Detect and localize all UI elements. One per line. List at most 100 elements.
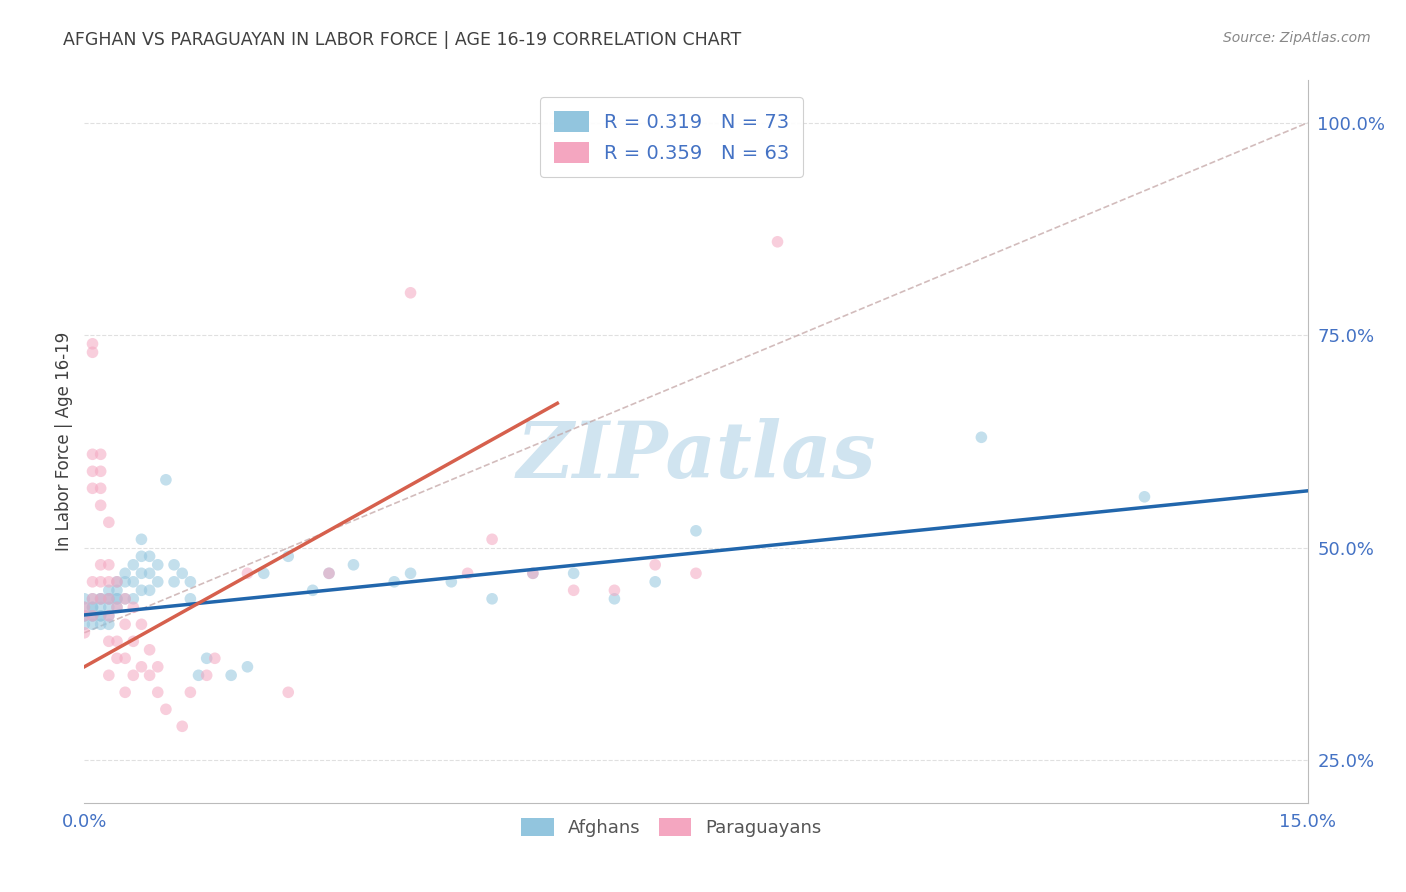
Point: [90, 591, 112, 606]
Point: [131, 533, 153, 547]
Point: [382, 574, 405, 589]
Point: [90, 558, 112, 572]
Point: [97, 668, 120, 682]
Point: [73, 608, 96, 623]
Point: [90, 447, 112, 461]
Point: [82, 574, 104, 589]
Point: [97, 600, 120, 615]
Point: [253, 566, 276, 581]
Point: [105, 574, 128, 589]
Point: [82, 591, 104, 606]
Point: [481, 533, 503, 547]
Point: [82, 345, 104, 359]
Point: [399, 285, 422, 300]
Point: [122, 668, 145, 682]
Point: [105, 600, 128, 615]
Point: [163, 558, 186, 572]
Point: [122, 558, 145, 572]
Point: [82, 464, 104, 478]
Point: [342, 558, 364, 572]
Point: [73, 617, 96, 632]
Point: [146, 574, 169, 589]
Point: [73, 625, 96, 640]
Point: [562, 566, 585, 581]
Point: [97, 574, 120, 589]
Point: [131, 660, 153, 674]
Point: [114, 617, 136, 632]
Point: [131, 566, 153, 581]
Point: [204, 651, 226, 665]
Point: [277, 685, 299, 699]
Point: [73, 600, 96, 615]
Point: [97, 583, 120, 598]
Point: [131, 617, 153, 632]
Point: [73, 600, 96, 615]
Point: [195, 651, 218, 665]
Point: [179, 685, 201, 699]
Point: [105, 583, 128, 598]
Point: [97, 608, 120, 623]
Point: [90, 617, 112, 632]
Point: [562, 583, 585, 598]
Point: [90, 608, 112, 623]
Point: [146, 558, 169, 572]
Point: [82, 608, 104, 623]
Point: [155, 473, 177, 487]
Point: [138, 583, 160, 598]
Legend: Afghans, Paraguayans: Afghans, Paraguayans: [513, 811, 830, 845]
Point: [82, 608, 104, 623]
Point: [146, 685, 169, 699]
Point: [114, 591, 136, 606]
Point: [90, 464, 112, 478]
Point: [97, 591, 120, 606]
Point: [105, 634, 128, 648]
Point: [195, 668, 218, 682]
Point: [146, 660, 169, 674]
Point: [481, 591, 503, 606]
Point: [138, 549, 160, 564]
Point: [114, 574, 136, 589]
Point: [603, 583, 626, 598]
Point: [970, 430, 993, 444]
Point: [90, 608, 112, 623]
Point: [82, 591, 104, 606]
Point: [603, 591, 626, 606]
Point: [179, 591, 201, 606]
Point: [163, 574, 186, 589]
Point: [97, 591, 120, 606]
Point: [131, 549, 153, 564]
Point: [172, 719, 194, 733]
Point: [122, 634, 145, 648]
Point: [114, 651, 136, 665]
Text: AFGHAN VS PARAGUAYAN IN LABOR FORCE | AGE 16-19 CORRELATION CHART: AFGHAN VS PARAGUAYAN IN LABOR FORCE | AG…: [63, 31, 741, 49]
Point: [90, 574, 112, 589]
Point: [155, 702, 177, 716]
Point: [82, 600, 104, 615]
Point: [105, 651, 128, 665]
Point: [73, 591, 96, 606]
Point: [105, 600, 128, 615]
Point: [97, 608, 120, 623]
Point: [172, 566, 194, 581]
Point: [90, 481, 112, 495]
Point: [685, 566, 707, 581]
Point: [82, 447, 104, 461]
Point: [138, 642, 160, 657]
Point: [122, 600, 145, 615]
Point: [440, 574, 463, 589]
Point: [82, 617, 104, 632]
Point: [114, 566, 136, 581]
Point: [90, 498, 112, 512]
Point: [236, 566, 259, 581]
Point: [138, 566, 160, 581]
Point: [105, 574, 128, 589]
Point: [138, 668, 160, 682]
Point: [97, 634, 120, 648]
Point: [179, 574, 201, 589]
Point: [766, 235, 789, 249]
Point: [122, 574, 145, 589]
Point: [1133, 490, 1156, 504]
Point: [90, 591, 112, 606]
Point: [73, 608, 96, 623]
Point: [82, 600, 104, 615]
